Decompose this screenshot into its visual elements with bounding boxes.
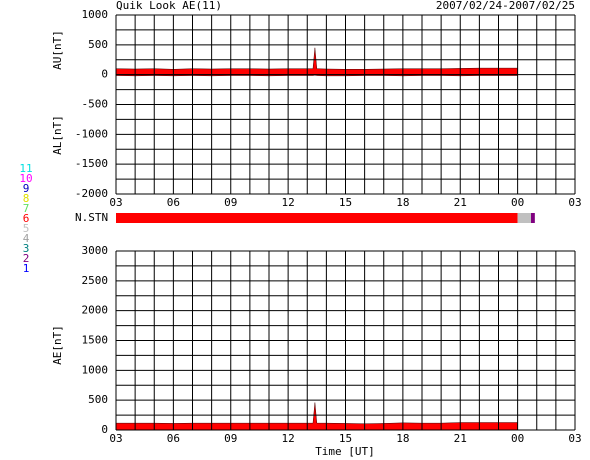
y-tick-label: 0 <box>101 423 108 436</box>
x-tick-label: 09 <box>224 432 237 445</box>
y-tick-label: 2500 <box>82 274 109 287</box>
y-tick-label: 2000 <box>82 304 109 317</box>
y-tick-label: 3000 <box>82 244 109 257</box>
station-legend: 10 <box>19 172 32 185</box>
nstn-segment <box>517 213 532 223</box>
x-tick-label: 15 <box>339 196 352 209</box>
station-legend: 8 <box>23 192 30 205</box>
y-tick-label: 1000 <box>82 8 109 21</box>
station-legend: 5 <box>23 222 30 235</box>
x-tick-label: 21 <box>454 196 467 209</box>
y-tick-label: 500 <box>88 393 108 406</box>
x-tick-label: 12 <box>282 196 295 209</box>
x-tick-label: 06 <box>167 432 180 445</box>
x-tick-label: 03 <box>109 196 122 209</box>
x-tick-label: 00 <box>511 432 524 445</box>
station-legend: 11 <box>19 162 32 175</box>
x-tick-label: 21 <box>454 432 467 445</box>
x-tick-label: 18 <box>396 196 409 209</box>
nstn-label: N.STN <box>75 211 108 224</box>
x-tick-label: 12 <box>282 432 295 445</box>
y-tick-label: -1000 <box>75 127 108 140</box>
y-axis-label: AE[nT] <box>51 325 64 365</box>
x-tick-label: 03 <box>568 432 581 445</box>
station-legend: 6 <box>23 212 30 225</box>
y-tick-label: 1500 <box>82 334 109 347</box>
station-legend: 4 <box>23 232 30 245</box>
nstn-segment <box>531 213 535 223</box>
y-tick-label: 1000 <box>82 363 109 376</box>
y-tick-label: -1500 <box>75 157 108 170</box>
y-axis-label: AL[nT] <box>51 115 64 155</box>
x-tick-label: 15 <box>339 432 352 445</box>
station-legend: 7 <box>23 202 30 215</box>
y-tick-label: -500 <box>82 98 109 111</box>
x-axis-label: Time [UT] <box>315 445 375 458</box>
x-tick-label: 18 <box>396 432 409 445</box>
y-tick-label: -2000 <box>75 187 108 200</box>
station-legend: 3 <box>23 242 30 255</box>
chart-title: Quik Look AE(11) <box>116 0 222 12</box>
x-tick-label: 03 <box>109 432 122 445</box>
y-tick-label: 0 <box>101 68 108 81</box>
station-legend: 2 <box>23 252 30 265</box>
station-legend: 9 <box>23 182 30 195</box>
y-axis-label: AU[nT] <box>51 30 64 70</box>
x-tick-label: 09 <box>224 196 237 209</box>
nstn-segment <box>116 213 518 223</box>
x-tick-label: 00 <box>511 196 524 209</box>
y-tick-label: 500 <box>88 38 108 51</box>
data-area <box>115 402 518 431</box>
x-tick-label: 06 <box>167 196 180 209</box>
data-area <box>115 47 518 75</box>
station-legend: 1 <box>23 262 30 275</box>
date-range: 2007/02/24-2007/02/25 <box>436 0 575 12</box>
x-tick-label: 03 <box>568 196 581 209</box>
